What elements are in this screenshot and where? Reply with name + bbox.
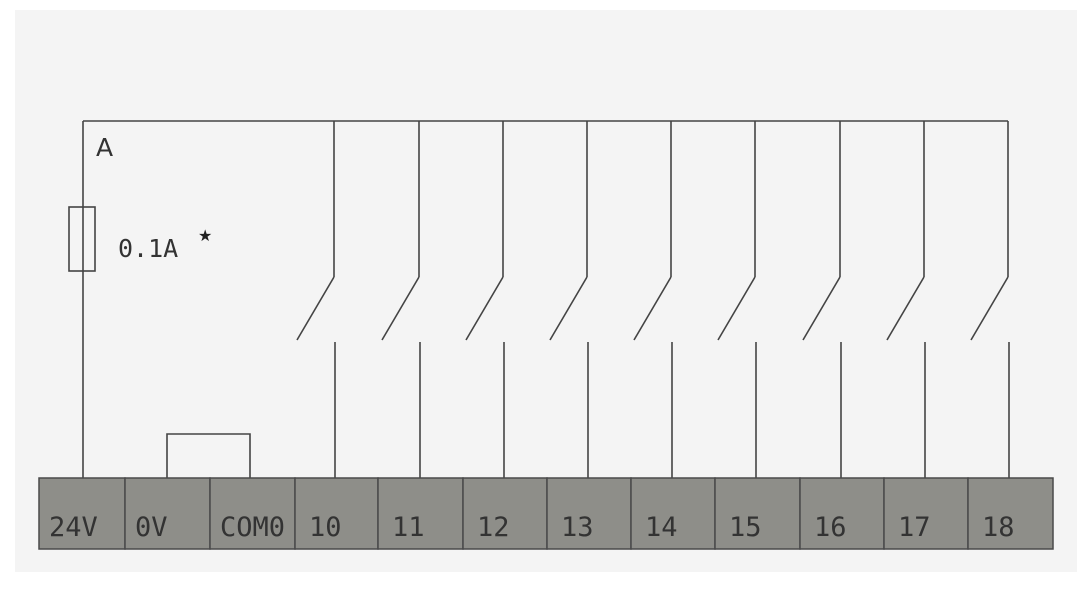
terminal-cell (967, 477, 1054, 550)
switch-contact-icon (296, 276, 335, 341)
switch-18 (970, 121, 1010, 478)
terminal-cell (883, 477, 969, 550)
switch-contact-icon (381, 276, 420, 341)
terminal-label: 17 (898, 512, 931, 543)
terminal-label: 0V (135, 512, 168, 543)
switch-contact-icon (633, 276, 672, 341)
switch-13 (549, 121, 589, 478)
terminal-cell (209, 477, 296, 550)
switch-contact-icon (970, 276, 1009, 341)
switch-16 (802, 121, 842, 478)
switch-12 (465, 121, 505, 478)
switch-contact-icon (717, 276, 756, 341)
terminal-cell (294, 477, 379, 550)
switch-14 (633, 121, 673, 478)
terminal-18: 18 (967, 477, 1054, 550)
wires (68, 120, 1008, 478)
terminal-cell (799, 477, 885, 550)
terminal-label: 10 (309, 512, 342, 543)
terminal-cell (124, 477, 211, 550)
switch-11 (381, 121, 421, 478)
terminal-label: 11 (392, 512, 425, 543)
terminal-11: 11 (377, 477, 464, 550)
terminal-16: 16 (799, 477, 885, 550)
terminal-label: 14 (645, 512, 678, 543)
switch-contact-icon (886, 276, 925, 341)
node-label: A (96, 133, 113, 162)
terminal-label: 18 (982, 512, 1015, 543)
terminal-cell (38, 477, 126, 550)
terminal-12: 12 (462, 477, 548, 550)
terminal-cell (462, 477, 548, 550)
terminal-14: 14 (630, 477, 716, 550)
fuse-rating: 0.1A (118, 234, 178, 263)
star-icon: ★ (198, 226, 212, 245)
terminal-strip: 24V 0V COM0 10 11 12 13 14 15 16 17 18 (38, 477, 1054, 550)
terminal-label: 15 (729, 512, 762, 543)
terminal-10: 10 (294, 477, 379, 550)
switch-contact-icon (549, 276, 588, 341)
terminal-label: 13 (561, 512, 594, 543)
terminal-label: 24V (49, 512, 98, 543)
terminal-cell (714, 477, 801, 550)
terminal-24v: 24V (38, 477, 126, 550)
terminal-17: 17 (883, 477, 969, 550)
terminal-15: 15 (714, 477, 801, 550)
switch-17 (886, 121, 926, 478)
switch-contact-icon (802, 276, 841, 341)
terminal-13: 13 (546, 477, 632, 550)
fuse-icon (68, 206, 96, 272)
jumper-0v-com0 (166, 433, 251, 478)
switch-contact-icon (465, 276, 504, 341)
terminal-label: 16 (814, 512, 847, 543)
terminal-cell (630, 477, 716, 550)
terminal-com0: COM0 (209, 477, 296, 550)
switch-15 (717, 121, 757, 478)
switches (296, 121, 1010, 478)
terminal-cell (546, 477, 632, 550)
terminal-label: COM0 (220, 512, 285, 543)
terminal-0v: 0V (124, 477, 211, 550)
switch-10 (296, 121, 336, 478)
terminal-label: 12 (477, 512, 510, 543)
